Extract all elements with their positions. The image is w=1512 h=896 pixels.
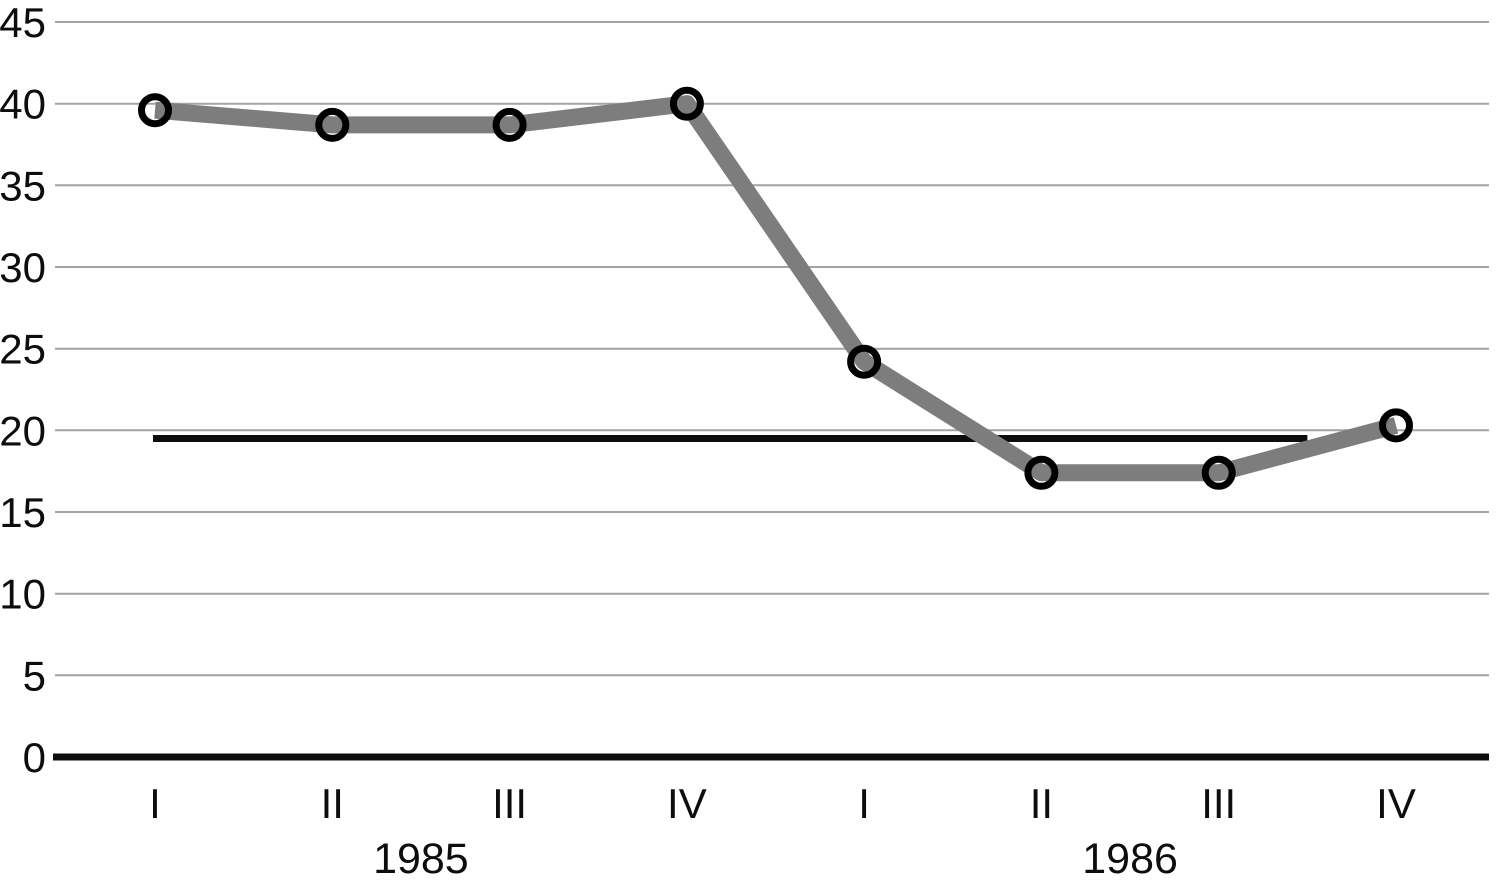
y-tick-label: 35	[0, 162, 46, 209]
year-label: 1986	[1082, 835, 1178, 883]
year-label: 1985	[373, 835, 469, 883]
data-point-marker	[669, 86, 704, 121]
y-tick-label: 30	[0, 244, 46, 291]
y-tick-label: 15	[0, 489, 46, 536]
y-tick-label: 5	[23, 652, 46, 699]
data-point-marker	[1024, 455, 1059, 490]
y-tick-label: 45	[0, 0, 46, 46]
x-tick-label: II	[321, 780, 344, 827]
x-tick-label: IV	[667, 780, 707, 827]
x-tick-label: IV	[1376, 780, 1416, 827]
x-tick-label: III	[1201, 780, 1236, 827]
y-tick-label: 10	[0, 571, 46, 618]
x-tick-label: I	[858, 780, 870, 827]
data-point-marker	[1201, 455, 1236, 490]
data-point-marker	[492, 107, 527, 142]
data-point-marker	[1379, 408, 1413, 443]
x-tick-label: III	[492, 780, 527, 827]
x-tick-label: I	[149, 780, 161, 827]
y-tick-label: 0	[23, 734, 46, 781]
data-point-marker	[315, 107, 350, 142]
data-line	[154, 95, 1399, 482]
data-point-marker	[138, 93, 172, 128]
y-tick-label: 25	[0, 326, 46, 373]
data-point-marker	[847, 344, 882, 379]
y-tick-label: 20	[0, 407, 46, 454]
x-tick-label: II	[1030, 780, 1053, 827]
y-tick-label: 40	[0, 81, 46, 128]
